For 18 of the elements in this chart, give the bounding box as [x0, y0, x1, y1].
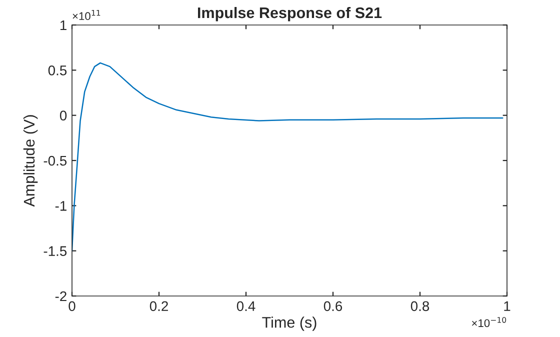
y-tick-label: -2	[55, 291, 66, 302]
x-tick-label: 0.4	[236, 301, 256, 312]
y-tick-label: 1	[60, 20, 66, 30]
y-axis-title: Amplitude (V)	[23, 115, 38, 207]
x-tick-label: 1	[504, 301, 510, 311]
y-tick-label: 0.5	[48, 66, 67, 76]
y-tick-label: -1.5	[44, 246, 67, 256]
y-tick-label: -1	[55, 201, 66, 211]
y-tick-label: 0	[60, 110, 67, 121]
x-tick-label: 0.8	[410, 301, 430, 312]
x-tick-label: 0.6	[324, 301, 342, 312]
x-tick-label: 0.2	[150, 301, 168, 312]
x-tick-label: 0	[68, 301, 76, 312]
y-tick-label: -0.5	[44, 156, 67, 166]
x-axis-title: Time (s)	[262, 316, 316, 331]
text: ×10$^{11}$	[72, 10, 100, 20]
chart-title: Impulse Response of S21	[198, 6, 382, 22]
text: ×10$^{−10}$	[472, 316, 506, 328]
